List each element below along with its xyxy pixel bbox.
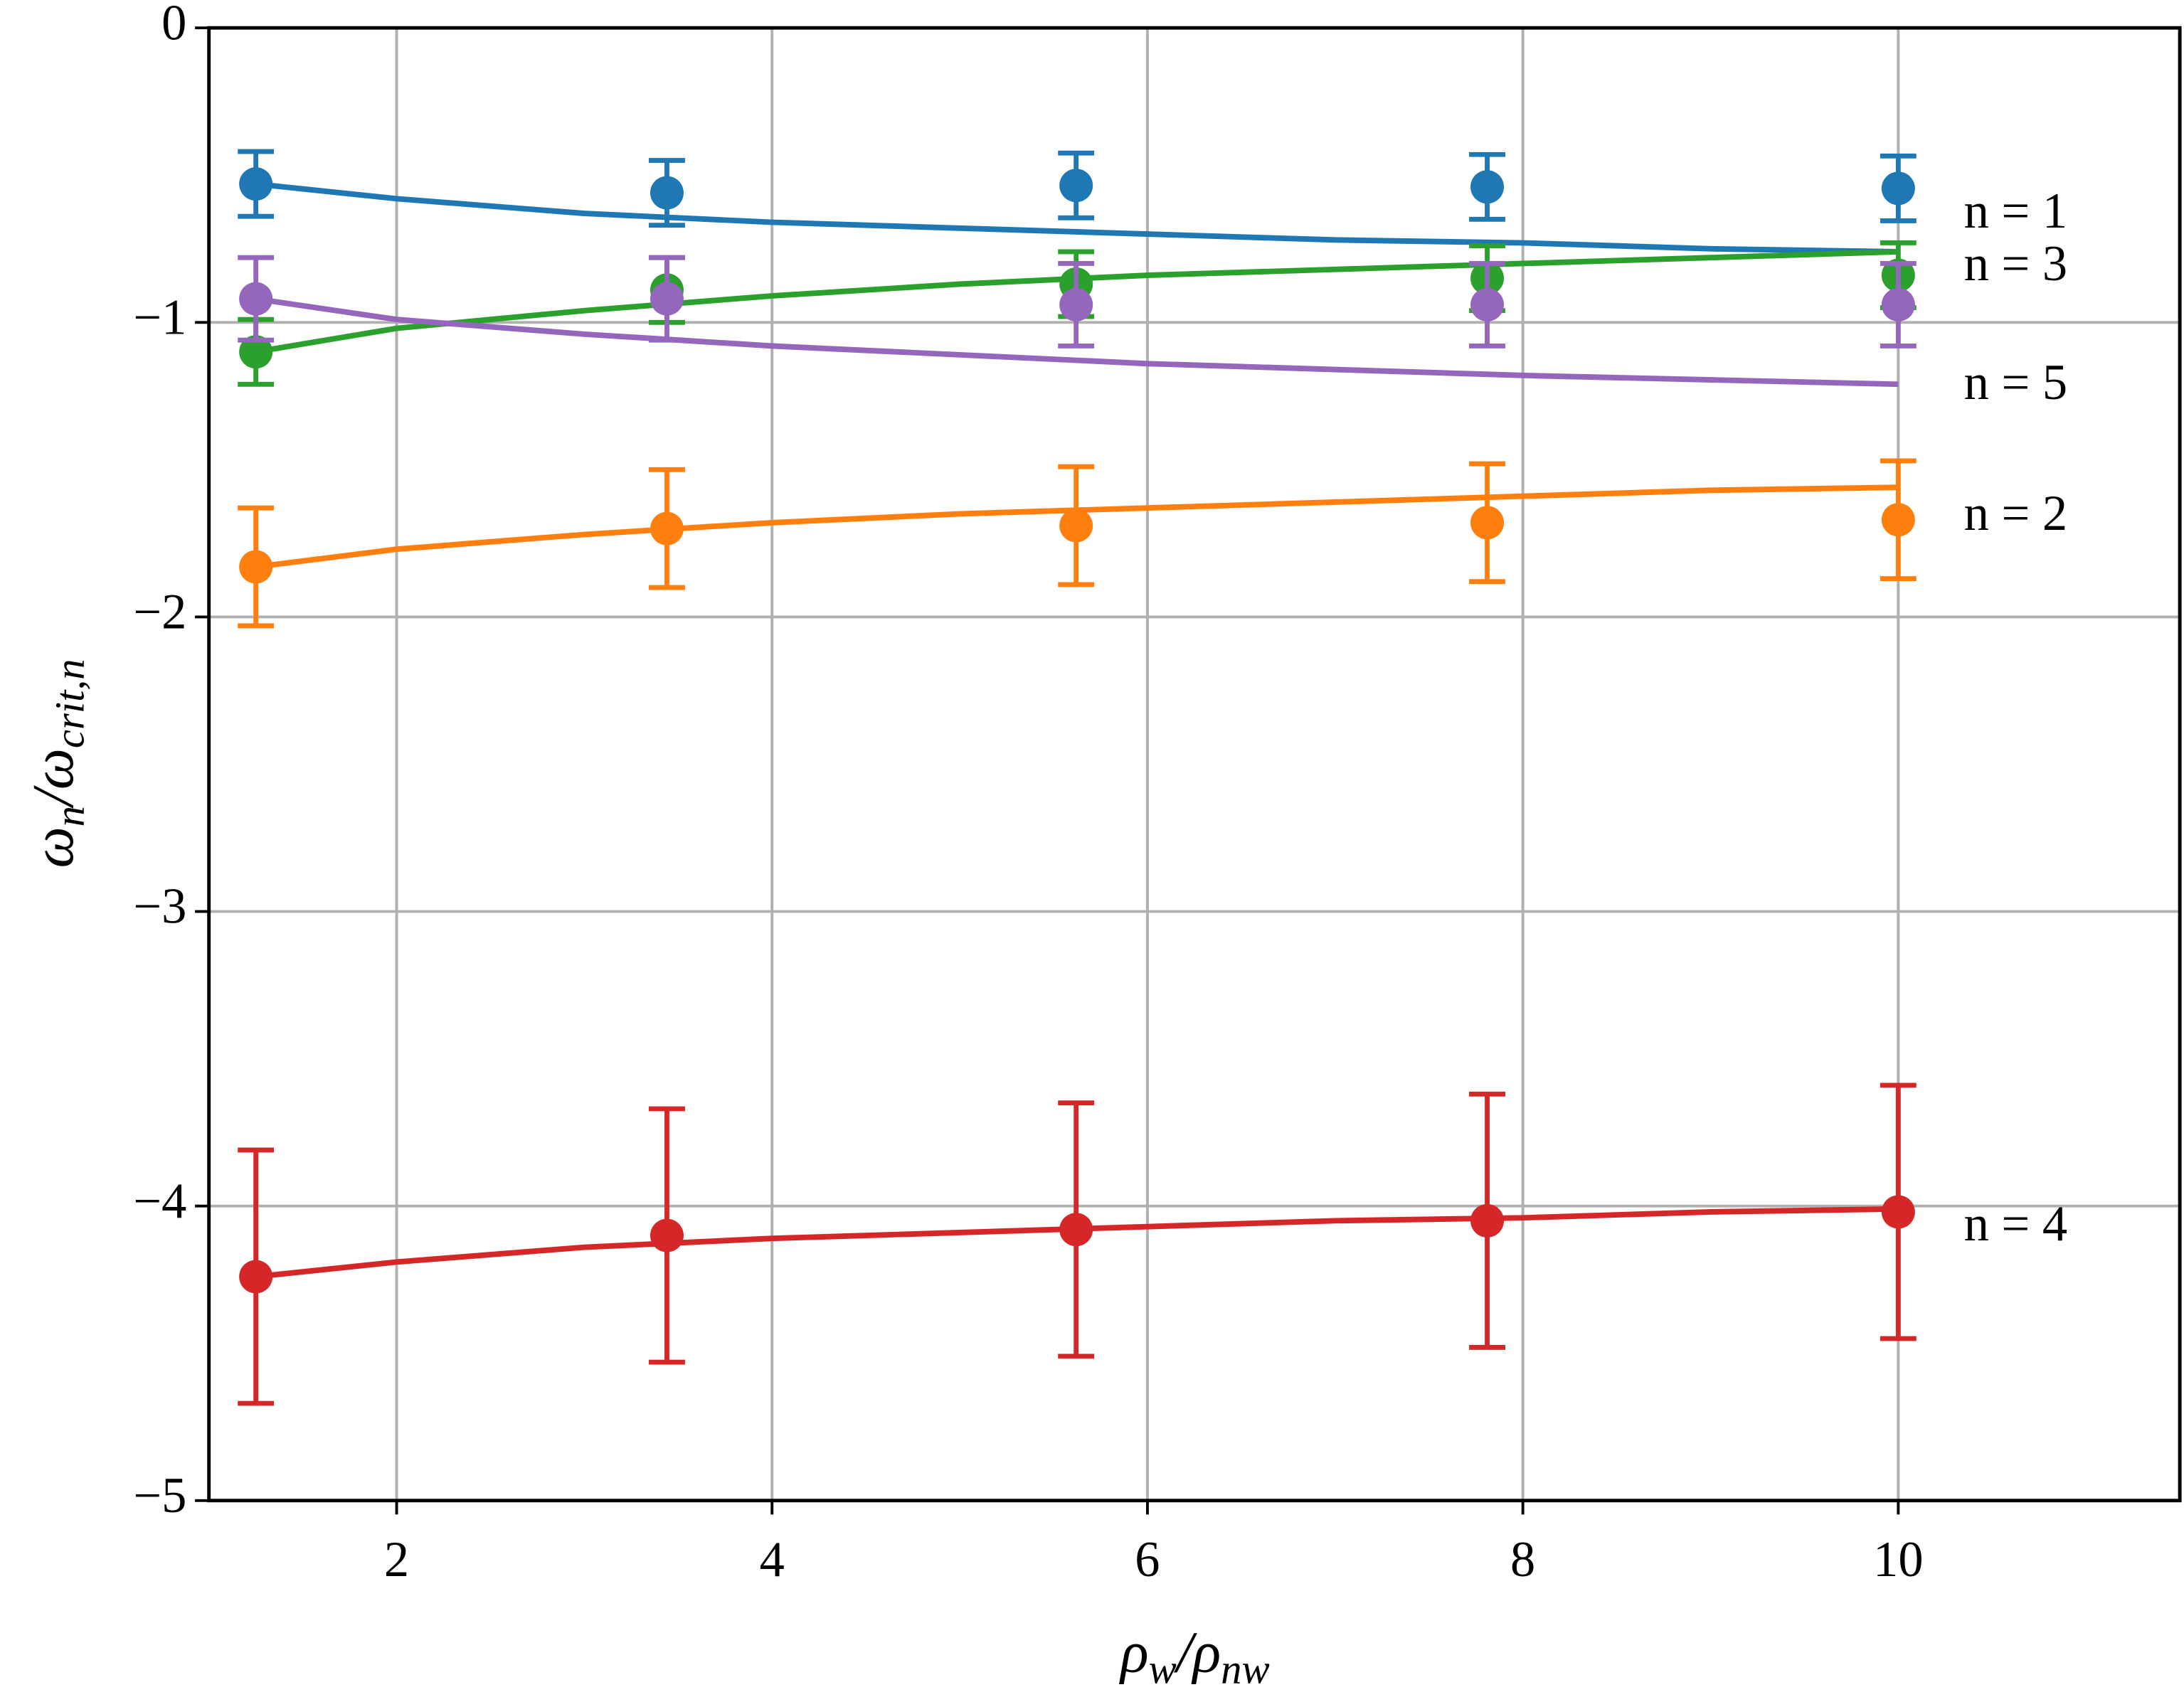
x-tick-label: 8 xyxy=(1510,1532,1535,1587)
data-point xyxy=(1470,170,1505,204)
data-point xyxy=(239,282,273,316)
data-point xyxy=(1059,509,1093,543)
fit-line xyxy=(255,181,1899,255)
data-point xyxy=(239,335,273,369)
y-tick-label: 0 xyxy=(161,0,186,50)
data-point xyxy=(650,1218,684,1252)
y-tick-label: −4 xyxy=(133,1174,186,1229)
data-point xyxy=(1470,506,1505,540)
fit-line xyxy=(255,484,1899,570)
x-axis-label: ρw/ρnw xyxy=(1118,1620,1270,1693)
y-tick-label: −5 xyxy=(133,1468,186,1523)
y-axis-label: ωn/ωcrit,n xyxy=(21,659,93,868)
x-label-part: ρ xyxy=(1118,1620,1148,1685)
data-point xyxy=(1059,1213,1093,1247)
fit-line xyxy=(255,296,1899,388)
x-tick-label: 4 xyxy=(760,1532,785,1587)
data-point xyxy=(239,550,273,584)
plot-area: n = 1 n = 2 n = 3 n = 4 n = 5 xyxy=(238,149,2067,1406)
data-point xyxy=(1470,287,1505,321)
y-label-part: ω xyxy=(21,826,85,868)
x-tick-label: 6 xyxy=(1135,1532,1160,1587)
x-label-part: /ρ xyxy=(1174,1620,1221,1685)
x-label-part: w xyxy=(1149,1646,1177,1692)
y-label-part: n xyxy=(46,806,92,826)
axes: 2 4 6 8 10 −5 −4 −3 −2 −1 0 xyxy=(133,0,2182,1587)
plot-frame xyxy=(207,26,2182,1503)
data-point xyxy=(1881,287,1915,321)
data-point xyxy=(650,511,684,546)
y-tick-label: −2 xyxy=(133,585,186,640)
series-label: n = 2 xyxy=(1964,486,2067,541)
y-tick-label: −1 xyxy=(133,289,186,345)
data-point xyxy=(1881,503,1915,537)
y-label-part: /ω xyxy=(21,748,85,809)
x-tick-label: 2 xyxy=(384,1532,409,1587)
data-point xyxy=(1881,1195,1915,1229)
series-label: n = 3 xyxy=(1964,236,2067,292)
x-label-part: nw xyxy=(1221,1646,1270,1692)
x-tick-label: 10 xyxy=(1873,1532,1923,1587)
data-point xyxy=(1059,169,1093,203)
series-label: n = 1 xyxy=(1964,183,2067,239)
data-point xyxy=(1470,1203,1505,1238)
y-tick-label: −3 xyxy=(133,879,186,935)
data-point xyxy=(1059,287,1093,321)
data-point xyxy=(239,1260,273,1294)
series-label: n = 5 xyxy=(1964,355,2067,410)
data-point xyxy=(650,176,684,210)
data-point xyxy=(650,282,684,316)
fit-line xyxy=(255,1206,1899,1280)
fit-line xyxy=(255,248,1899,355)
y-label-part: crit,n xyxy=(46,659,92,748)
data-point xyxy=(239,167,273,201)
series-label: n = 4 xyxy=(1964,1196,2067,1252)
data-point xyxy=(1881,171,1915,206)
